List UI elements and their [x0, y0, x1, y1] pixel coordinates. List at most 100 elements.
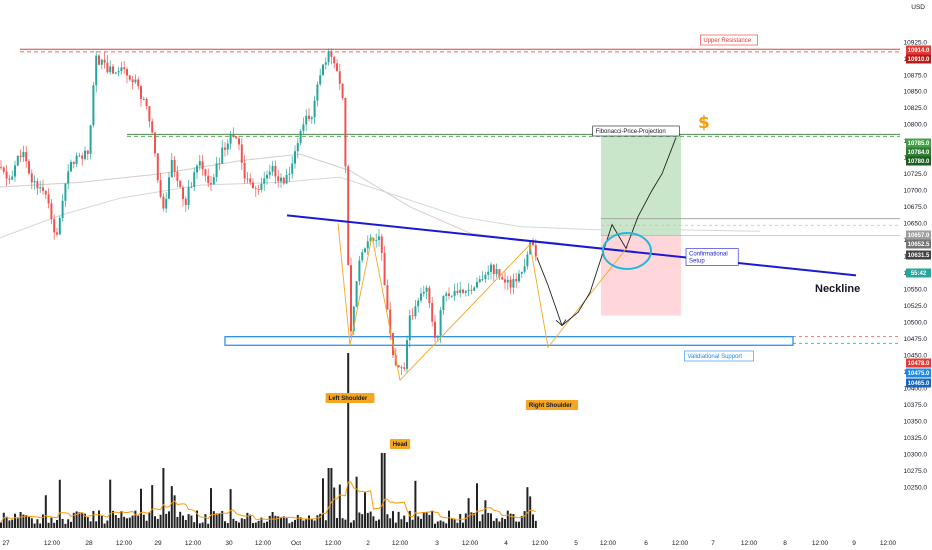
volume-bar [243, 519, 246, 528]
candle-body [364, 248, 366, 253]
volume-bar [151, 485, 154, 528]
volume-bar [134, 510, 137, 528]
candle-body [257, 189, 260, 190]
candle-body [215, 163, 218, 178]
volume-bar [30, 518, 33, 528]
time-tick-label: 27 [2, 540, 10, 547]
candle-body [156, 153, 159, 181]
time-tick-label: 12:00 [600, 540, 617, 547]
volume-bar [240, 518, 243, 528]
candle-body [39, 187, 42, 189]
volume-bar [14, 513, 16, 528]
volume-bar [523, 511, 526, 528]
candle-body [25, 151, 28, 162]
volume-bar [400, 519, 403, 528]
volume-bar [495, 518, 498, 528]
candle-body [308, 115, 310, 119]
candle-body [464, 290, 467, 293]
candle-body [358, 260, 361, 282]
candle-body [271, 165, 274, 172]
volume-bar [352, 520, 355, 528]
volume-bar [98, 510, 100, 528]
volume-bar [78, 512, 81, 528]
candle-body [179, 180, 182, 188]
candle-body [58, 217, 61, 235]
volume-bar [355, 476, 358, 528]
volume-bar [358, 512, 361, 528]
volume-bar [224, 521, 226, 528]
head-label-text: Head [393, 442, 408, 448]
volume-bar [100, 516, 103, 528]
candle-body [476, 281, 478, 288]
candle-body [159, 180, 162, 197]
candle-body [140, 86, 142, 100]
price-tag-box [906, 378, 931, 388]
price-tick-label: 10850.0 [904, 89, 928, 96]
volume-bar [434, 523, 436, 528]
candle-body [134, 79, 137, 83]
candle-body [232, 134, 235, 137]
volume-bar [84, 513, 86, 528]
candle-body [274, 165, 277, 177]
time-tick-label: 12:00 [812, 540, 829, 547]
candle-body [0, 167, 2, 169]
time-tick-label: 12:00 [392, 540, 409, 547]
candle-body [490, 264, 492, 272]
volume-bar [386, 514, 389, 528]
candle-body [98, 55, 100, 65]
volume-bar [117, 517, 120, 528]
volume-bar [28, 516, 30, 528]
volume-bar [168, 511, 170, 528]
candle-body [86, 150, 89, 154]
volume-bar [439, 520, 442, 528]
volume-bar [512, 513, 515, 528]
volume-bar [126, 518, 128, 528]
candle-body [319, 75, 322, 85]
candle-body [448, 293, 450, 296]
volume-bar [484, 500, 487, 528]
candle-body [436, 335, 439, 338]
volume-bar [504, 519, 506, 528]
time-tick-label: 30 [225, 540, 233, 547]
candle-body [72, 161, 75, 164]
time-axis[interactable] [0, 536, 900, 550]
volume-bar [319, 513, 322, 528]
volume-bar [520, 515, 523, 528]
volume-bars [0, 353, 537, 528]
candle-body [11, 176, 14, 180]
candle-body [170, 159, 173, 178]
volume-bar [47, 522, 50, 528]
price-tag-box [906, 268, 931, 278]
candle-body [352, 306, 355, 332]
candle-body [406, 340, 408, 369]
volume-bar [394, 522, 397, 528]
price-tag-label: 10914.0 [908, 48, 930, 54]
candle-body [246, 178, 249, 180]
right-shoulder-label-text: Right Shoulder [529, 403, 573, 409]
volume-bar [190, 515, 193, 528]
candle-body [204, 169, 207, 176]
candle-body [431, 303, 434, 322]
volume-bar [313, 520, 316, 528]
volume-bar [431, 511, 434, 528]
candle-body [439, 310, 442, 336]
volume-bar [534, 520, 537, 528]
volume-bar [198, 523, 201, 528]
volume-bar [420, 518, 422, 528]
candle-body [123, 67, 126, 70]
price-tick-label: 10800.0 [904, 122, 928, 129]
price-tag-label: 10910.0 [908, 57, 930, 63]
price-tag-box [906, 45, 931, 55]
candle-body [142, 99, 145, 100]
candle-body [114, 72, 117, 74]
candle-body [414, 306, 417, 317]
candle-body [14, 165, 16, 177]
volume-bar [176, 517, 179, 528]
volume-bar [383, 453, 386, 528]
candle-body [425, 287, 428, 292]
price-tag-label: 10631.5 [908, 253, 930, 259]
candle-body [313, 100, 316, 118]
price-tag-box [906, 358, 931, 368]
neckline-label: Neckline [815, 283, 860, 295]
